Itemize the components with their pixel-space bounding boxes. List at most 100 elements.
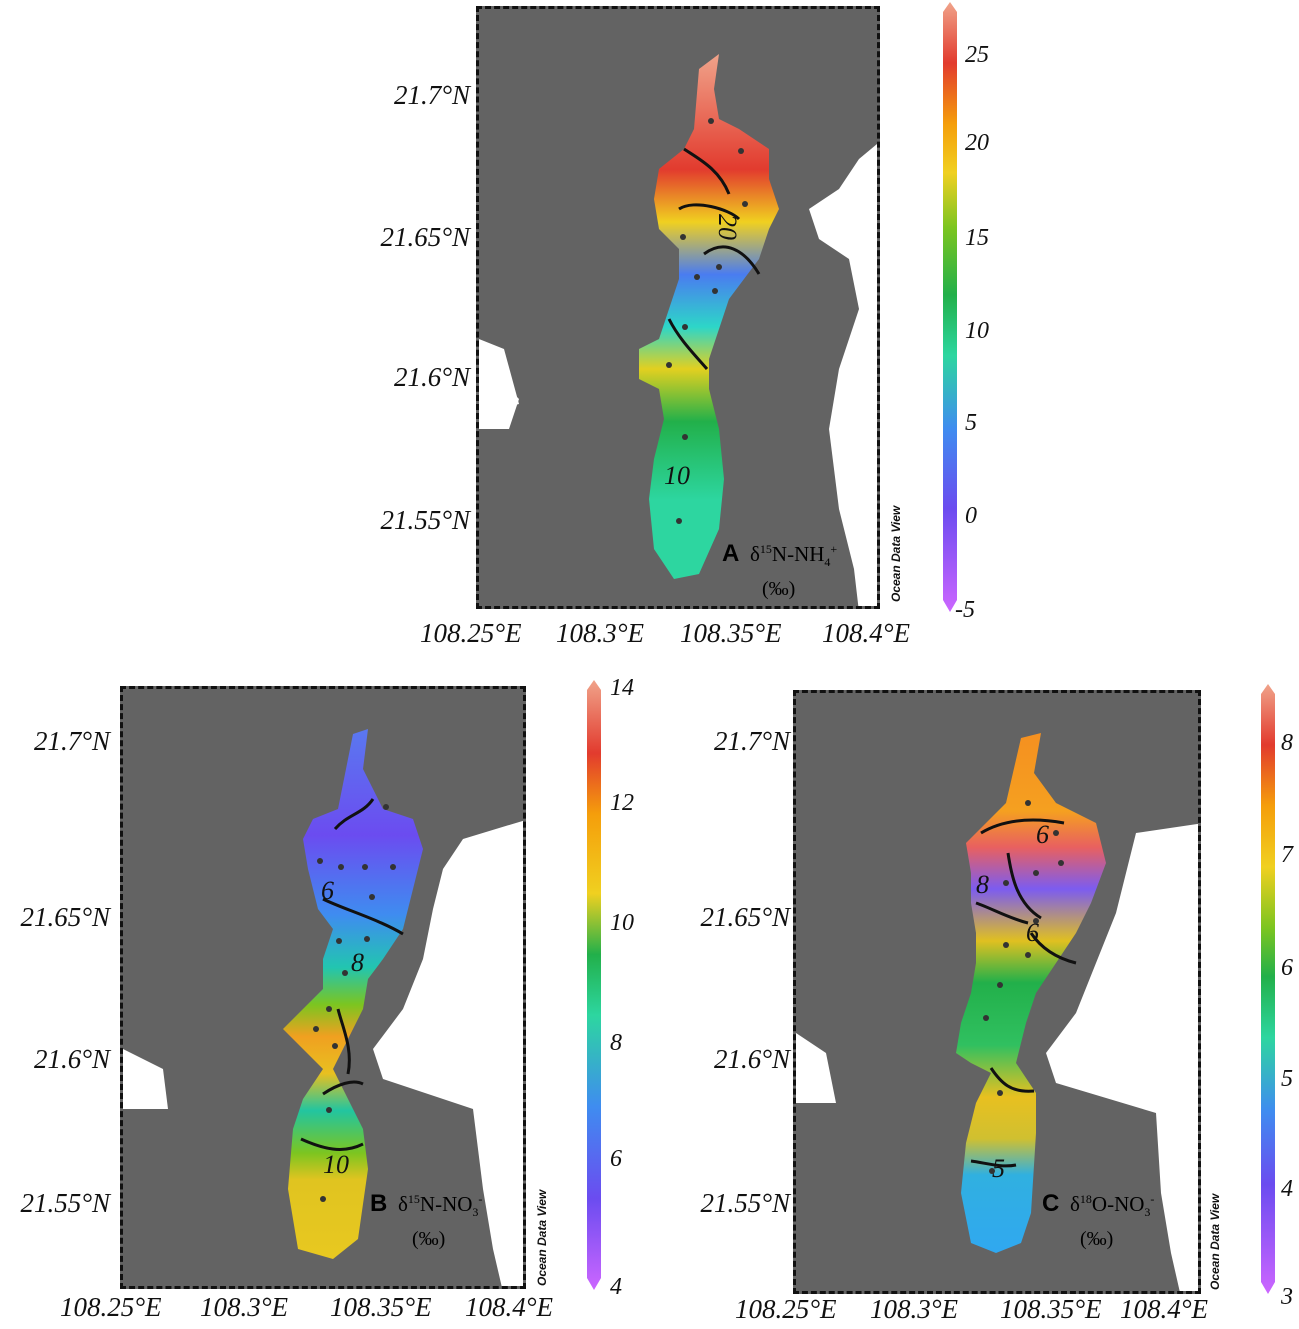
contour-line [300,1137,364,1151]
contour-label-c-6b: 6 [1026,918,1039,947]
lat-label-c-21-7: 21.7°N [713,726,790,756]
colorbar-c-tick-8: 8 [1281,730,1293,756]
contour-line [678,203,741,221]
colorbar-b-tick-14: 14 [610,675,634,701]
colorbar-a-tick-20: 20 [965,130,989,156]
lon-label-108-35: 108.35°E [680,618,782,648]
colorbar-c [1261,684,1275,1294]
contour-line [980,818,1065,835]
lon-label-c-108-35: 108.35°E [1000,1294,1102,1324]
colorbar-c-tick-3: 3 [1281,1284,1293,1310]
lon-label-c-108-25: 108.25°E [735,1294,837,1324]
contour-line [1029,932,1077,965]
map-b-svg: 6 8 10 [123,729,523,1286]
map-a-svg: 20 10 [479,54,877,606]
contour-label-b-6: 6 [321,876,334,905]
colorbar-a-tick-5: 5 [965,410,977,436]
contour-line [667,318,709,370]
unit-label-b: (‰) [412,1228,446,1250]
lon-label-c-108-4: 108.4°E [1120,1294,1209,1324]
water-area-left [123,1049,168,1109]
panel-c: 21.7°N 21.65°N 21.6°N 21.55°N [650,670,1299,1329]
map-c-svg: 6 8 6 5 [796,733,1198,1291]
water-area [373,820,523,1286]
estuary-isotope-field [283,729,423,1259]
estuary-isotope-field [956,733,1106,1253]
contour-line [322,1080,364,1096]
variable-label-c: δ18O-NO3- [1070,1192,1155,1220]
contour-line [703,245,761,275]
colorbar-a-tick-25: 25 [965,42,989,68]
lon-label-108-4: 108.4°E [822,618,911,648]
colorbar-b [587,680,601,1290]
panel-label-a: A [722,540,740,567]
station-points [313,804,396,1202]
water-area-bay [479,339,519,409]
water-area [809,144,877,606]
map-frame-b: 6 8 10 [120,686,526,1289]
watermark-c: Ocean Data View [1208,1193,1222,1290]
lat-label-b-21-65: 21.65°N [20,902,110,932]
colorbar-c-tick-6: 6 [1281,955,1293,981]
contour-label-b-8: 8 [351,948,364,977]
contour-line [336,1008,351,1075]
panel-b: 21.7°N 21.65°N 21.6°N 21.55°N [0,670,650,1329]
lon-label-b-108-35: 108.35°E [330,1292,432,1322]
contour-label-c-8: 8 [976,870,989,899]
contour-label-a-20: 20 [713,214,742,240]
colorbar-b-tick-8: 8 [610,1030,622,1056]
colorbar-a-tick-neg5: -5 [955,597,975,623]
lon-label-b-108-4: 108.4°E [465,1292,554,1322]
lat-label-b-21-55: 21.55°N [20,1188,110,1218]
lon-label-b-108-3: 108.3°E [200,1292,289,1322]
lat-label-21-55: 21.55°N [380,505,470,535]
unit-label-a: (‰) [762,578,796,600]
map-frame-a: 20 10 [476,6,880,609]
contour-line [333,798,375,831]
station-points [666,118,748,524]
colorbar-b-tick-4: 4 [610,1274,622,1300]
station-points [983,800,1064,1174]
lat-label-21-7: 21.7°N [393,80,470,110]
contour-label-c-6a: 6 [1036,820,1049,849]
lon-label-108-3: 108.3°E [556,618,645,648]
contour-label-c-5: 5 [992,1154,1005,1183]
contour-line [322,897,404,936]
watermark-b: Ocean Data View [535,1189,549,1286]
unit-label-c: (‰) [1080,1228,1114,1250]
lat-label-21-65: 21.65°N [380,222,470,252]
variable-label-b: δ15N-NO3- [398,1192,483,1220]
lon-label-b-108-25: 108.25°E [60,1292,162,1322]
contour-line [683,147,731,195]
lat-label-c-21-6: 21.6°N [713,1044,790,1074]
lat-label-c-21-65: 21.65°N [700,902,790,932]
colorbar-c-tick-7: 7 [1281,842,1293,868]
lon-label-c-108-3: 108.3°E [870,1294,959,1324]
watermark-a: Ocean Data View [889,505,903,602]
colorbar-a-tick-0: 0 [965,503,977,529]
colorbar-b-tick-12: 12 [610,790,634,816]
lat-label-c-21-55: 21.55°N [700,1188,790,1218]
lat-label-21-6: 21.6°N [393,362,470,392]
panel-label-b: B [370,1190,388,1217]
colorbar-b-tick-6: 6 [610,1146,622,1172]
colorbar-b-tick-10: 10 [610,910,634,936]
panel-a: 21.7°N 21.65°N 21.6°N 21.55°N [0,0,1299,660]
map-frame-c: 6 8 6 5 [793,690,1201,1294]
contour-line [989,1067,1035,1093]
panel-label-c: C [1042,1190,1060,1217]
colorbar-a-tick-10: 10 [965,318,989,344]
water-area-left [796,1033,836,1103]
contour-label-b-10: 10 [323,1150,349,1179]
estuary-isotope-field [639,54,779,579]
contour-line [970,1159,1017,1168]
water-area [1046,823,1198,1291]
colorbar-a [943,2,957,612]
colorbar-a-tick-15: 15 [965,225,989,251]
contour-line [975,901,1029,925]
variable-label-a: δ15N-NH4+ [750,542,838,570]
colorbar-c-tick-5: 5 [1281,1066,1293,1092]
contour-label-a-10: 10 [664,461,690,490]
colorbar-c-tick-4: 4 [1281,1176,1293,1202]
lat-label-b-21-7: 21.7°N [33,726,110,756]
